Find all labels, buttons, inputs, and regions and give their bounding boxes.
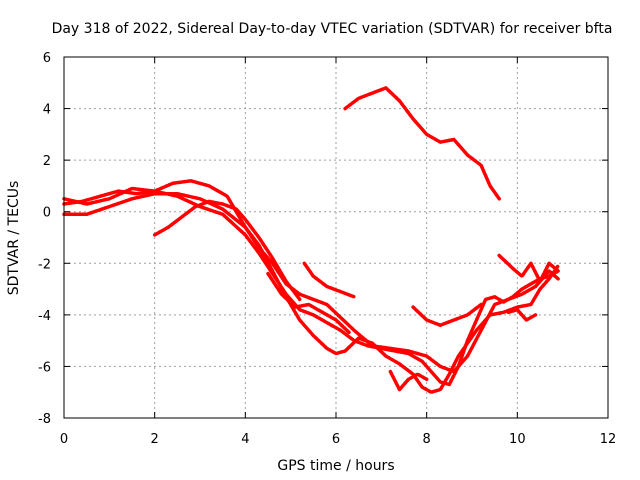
x-tick-label: 4 <box>241 432 249 447</box>
y-tick-label: 6 <box>43 51 51 66</box>
series-track-1 <box>62 186 560 387</box>
y-tick-label: -4 <box>38 309 51 324</box>
grid <box>64 57 608 418</box>
x-axis-label: GPS time / hours <box>277 458 394 474</box>
y-tick-label: 4 <box>43 103 51 118</box>
x-tick-label: 0 <box>60 432 68 447</box>
series-track-10 <box>497 253 560 284</box>
data-series <box>62 86 560 394</box>
y-tick-label: -2 <box>38 257 51 272</box>
plot-frame <box>63 56 609 419</box>
x-tick-label: 2 <box>151 432 159 447</box>
series-track-4 <box>152 199 302 302</box>
y-axis-label: SDTVAR / TECUs <box>6 181 22 296</box>
series-track-11 <box>506 307 538 322</box>
y-tick-label: 2 <box>43 154 51 169</box>
y-tick-label: -6 <box>38 360 51 375</box>
series-track-2 <box>62 179 560 374</box>
chart-title: Day 318 of 2022, Sidereal Day-to-day VTE… <box>52 21 613 37</box>
x-tick-label: 6 <box>332 432 340 447</box>
x-tick-label: 10 <box>509 432 526 447</box>
series-track-6 <box>302 261 356 299</box>
x-tick-label: 8 <box>423 432 431 447</box>
series-track-8 <box>388 369 429 392</box>
y-tick-label: -8 <box>38 412 51 427</box>
series-track-7 <box>343 86 501 201</box>
x-tick-label: 12 <box>600 432 617 447</box>
series-track-5 <box>266 271 352 335</box>
series-track-3 <box>62 191 560 394</box>
y-tick-label: 0 <box>43 206 51 221</box>
series-track-9 <box>411 302 483 327</box>
axis-ticks: 0 2 4 6 8 10 12 -8 -6 -4 -2 0 2 4 6 <box>38 51 616 447</box>
